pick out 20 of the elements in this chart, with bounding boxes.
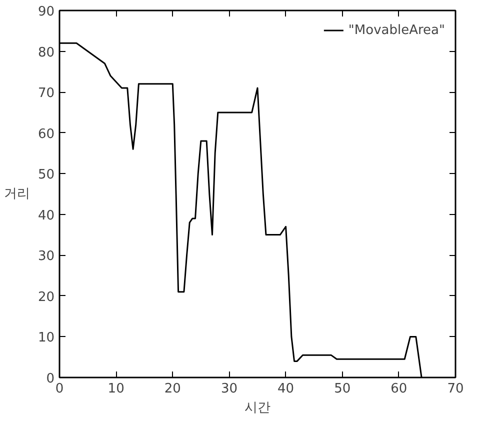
y-tick-label: 40 (38, 208, 55, 224)
y-tick-label: 0 (46, 372, 55, 386)
y-tick-label: 90 (38, 4, 55, 20)
x-tick-label: 40 (278, 382, 294, 396)
y-axis-title: 거리 (4, 186, 30, 202)
y-tick-label: 80 (38, 45, 55, 60)
x-tick-label: 70 (447, 382, 464, 396)
x-tick-label: 10 (108, 382, 124, 396)
x-tick-label: 30 (220, 382, 238, 396)
x-tick-label: 60 (390, 382, 408, 396)
x-axis-title: 시간 (244, 400, 270, 416)
y-tick-label: 20 (38, 290, 55, 305)
y-tick-label: 70 (38, 86, 55, 102)
x-tick-label: 20 (164, 382, 181, 396)
y-tick-label: 50 (38, 168, 55, 183)
legend-label: "MovableArea" (348, 22, 445, 38)
y-tick-label: 10 (38, 330, 55, 346)
y-tick-label: 60 (38, 126, 55, 142)
x-tick-label: 50 (334, 382, 351, 396)
y-tick-label: 30 (38, 249, 55, 264)
